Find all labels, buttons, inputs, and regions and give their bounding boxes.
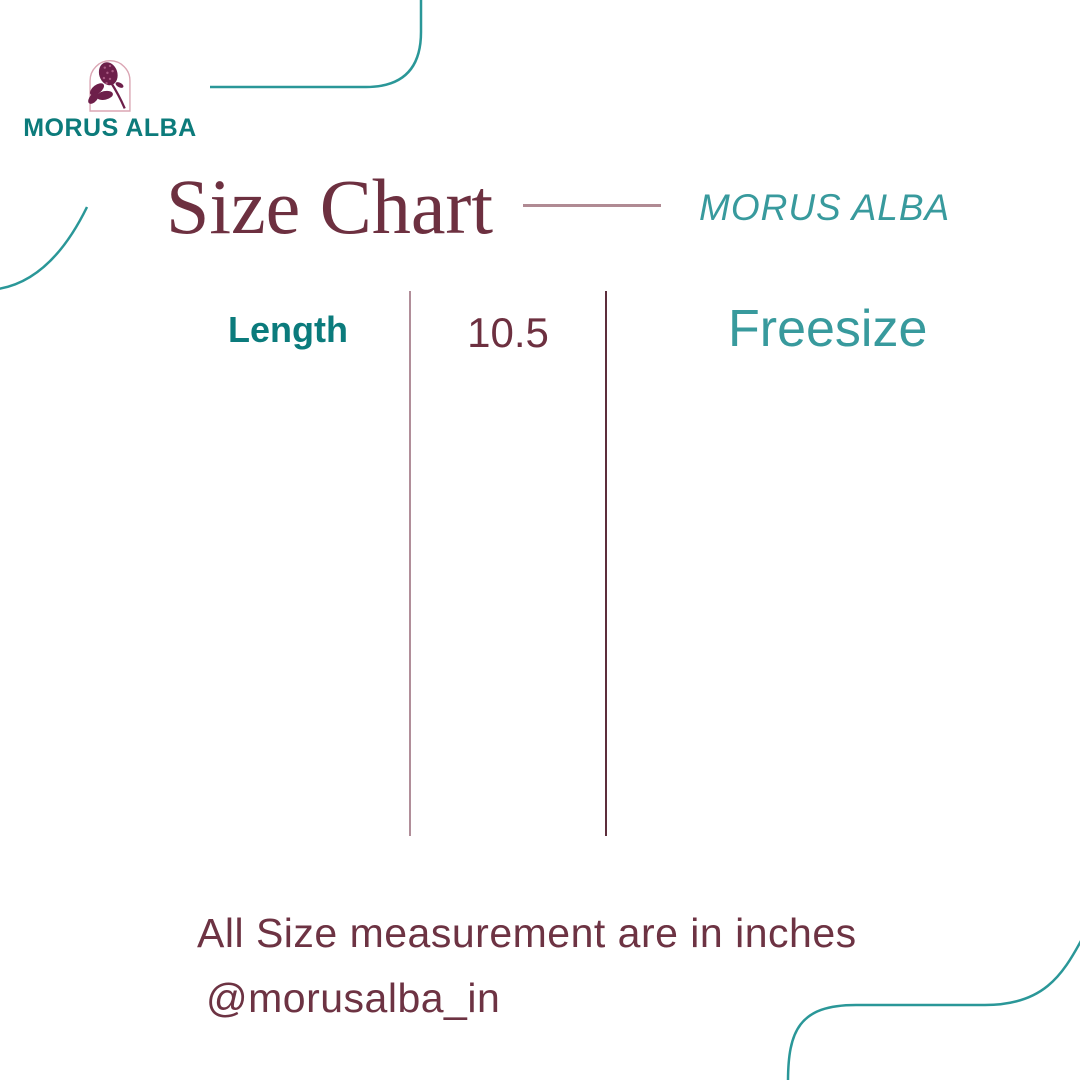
top-right-curve-icon <box>210 0 423 89</box>
table-divider-left <box>409 291 411 836</box>
title-divider-line <box>523 204 661 207</box>
bottom-right-curve-icon <box>786 940 1080 1080</box>
mulberry-arch-icon <box>88 60 131 112</box>
measurement-value: 10.5 <box>467 309 549 356</box>
page-title: Size Chart <box>166 163 494 250</box>
header-brand-name: MORUS ALBA <box>699 187 951 228</box>
brand-logo: MORUS ALBA <box>20 56 200 143</box>
logo-wordmark: MORUS ALBA <box>23 114 197 142</box>
table-divider-right <box>605 291 607 836</box>
size-label: Freesize <box>728 300 928 358</box>
left-curve-icon <box>0 206 89 290</box>
units-note: All Size measurement are in inches <box>197 910 857 956</box>
social-handle: @morusalba_in <box>206 975 501 1021</box>
measurement-label: Length <box>228 309 348 350</box>
